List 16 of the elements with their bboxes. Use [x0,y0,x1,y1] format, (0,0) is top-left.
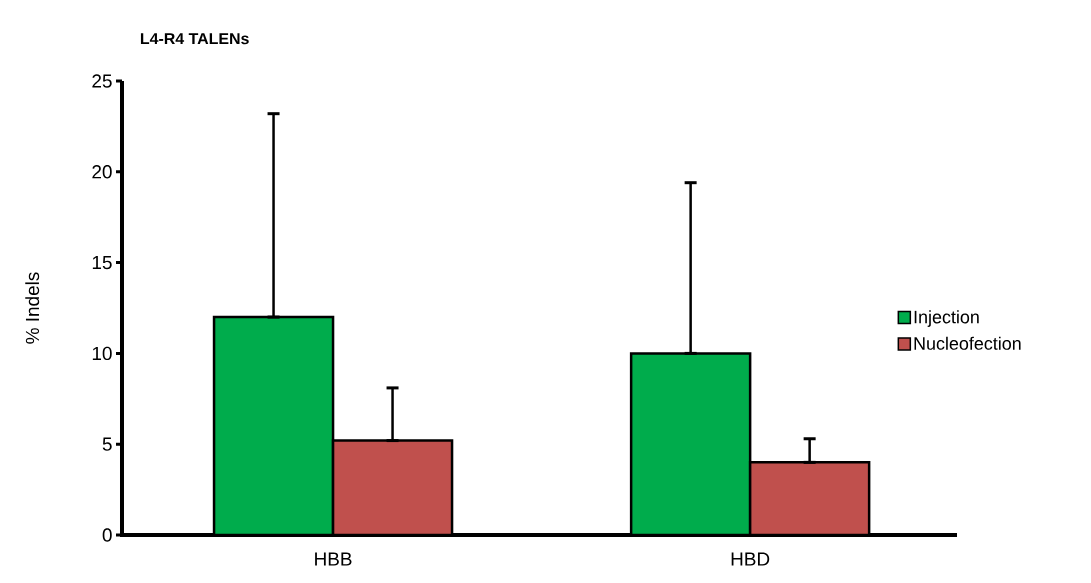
y-tick-label: 10 [92,346,112,361]
legend-label: Nucleofection [914,336,1021,350]
y-tick-label: 25 [92,74,112,88]
y-axis-title: % Indels [25,272,40,344]
bar [331,439,454,535]
x-tick-label: HBB [315,552,352,566]
chart-title: L4-R4 TALENs [140,33,249,45]
y-tick-label: 5 [102,437,112,451]
bar [212,315,335,535]
bar [629,352,752,535]
y-tick-label: 0 [102,528,112,542]
legend-label: Injection [914,310,979,327]
y-tick-label: 15 [92,256,112,270]
y-tick-label: 20 [92,165,112,179]
x-tick-label: HBD [731,552,770,566]
bar [748,461,871,535]
